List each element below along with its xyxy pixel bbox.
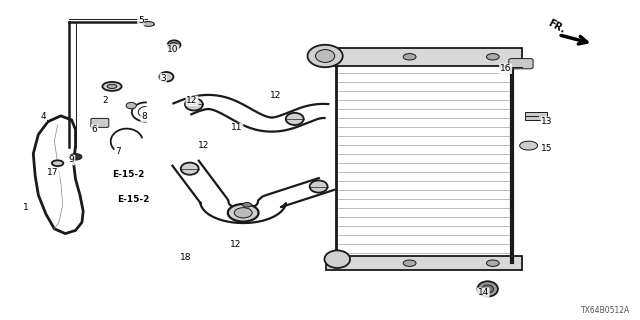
Text: 2: 2 bbox=[103, 96, 108, 105]
Ellipse shape bbox=[286, 113, 304, 125]
Ellipse shape bbox=[168, 40, 180, 49]
Ellipse shape bbox=[143, 22, 154, 26]
Ellipse shape bbox=[108, 84, 116, 88]
Ellipse shape bbox=[310, 180, 328, 193]
Bar bbox=[326, 256, 522, 270]
FancyBboxPatch shape bbox=[91, 118, 109, 127]
Text: 12: 12 bbox=[198, 141, 209, 150]
Text: 18: 18 bbox=[180, 253, 191, 262]
Text: 9: 9 bbox=[69, 156, 74, 164]
Text: 10: 10 bbox=[167, 45, 179, 54]
Text: E-15-2: E-15-2 bbox=[112, 170, 145, 179]
Ellipse shape bbox=[228, 204, 259, 221]
Text: 7: 7 bbox=[116, 148, 121, 156]
Circle shape bbox=[520, 141, 538, 150]
Text: E-15-2: E-15-2 bbox=[117, 196, 150, 204]
Text: 6: 6 bbox=[92, 125, 97, 134]
Text: 15: 15 bbox=[541, 144, 553, 153]
Text: 5: 5 bbox=[138, 16, 143, 25]
Text: 12: 12 bbox=[186, 96, 198, 105]
Ellipse shape bbox=[185, 98, 203, 110]
Circle shape bbox=[330, 53, 342, 60]
FancyBboxPatch shape bbox=[509, 59, 533, 69]
Circle shape bbox=[69, 154, 82, 160]
Text: 4: 4 bbox=[41, 112, 46, 121]
Text: 16: 16 bbox=[500, 64, 511, 73]
Text: 13: 13 bbox=[541, 117, 553, 126]
Circle shape bbox=[330, 260, 342, 266]
Text: 17: 17 bbox=[47, 168, 59, 177]
Ellipse shape bbox=[234, 208, 252, 218]
Text: 1: 1 bbox=[23, 204, 28, 212]
Circle shape bbox=[486, 53, 499, 60]
Bar bbox=[326, 48, 522, 66]
Text: 12: 12 bbox=[230, 240, 241, 249]
Circle shape bbox=[403, 53, 416, 60]
Text: 12: 12 bbox=[269, 92, 281, 100]
Circle shape bbox=[170, 43, 179, 47]
Circle shape bbox=[403, 260, 416, 266]
Ellipse shape bbox=[324, 250, 350, 268]
Circle shape bbox=[486, 260, 499, 266]
Text: TX64B0512A: TX64B0512A bbox=[581, 306, 630, 315]
Ellipse shape bbox=[482, 285, 493, 293]
Text: 14: 14 bbox=[477, 288, 489, 297]
Ellipse shape bbox=[180, 163, 198, 175]
Ellipse shape bbox=[159, 72, 173, 82]
Ellipse shape bbox=[126, 102, 136, 109]
Bar bbox=[525, 112, 547, 120]
Circle shape bbox=[243, 203, 252, 207]
Text: 8: 8 bbox=[141, 112, 147, 121]
Text: 3: 3 bbox=[161, 74, 166, 83]
Text: FR.: FR. bbox=[547, 18, 567, 35]
Ellipse shape bbox=[477, 281, 498, 297]
Text: 11: 11 bbox=[231, 124, 243, 132]
Ellipse shape bbox=[52, 160, 63, 166]
Ellipse shape bbox=[307, 45, 343, 67]
Ellipse shape bbox=[102, 82, 122, 91]
Ellipse shape bbox=[316, 50, 335, 62]
Bar bbox=[336, 64, 512, 262]
